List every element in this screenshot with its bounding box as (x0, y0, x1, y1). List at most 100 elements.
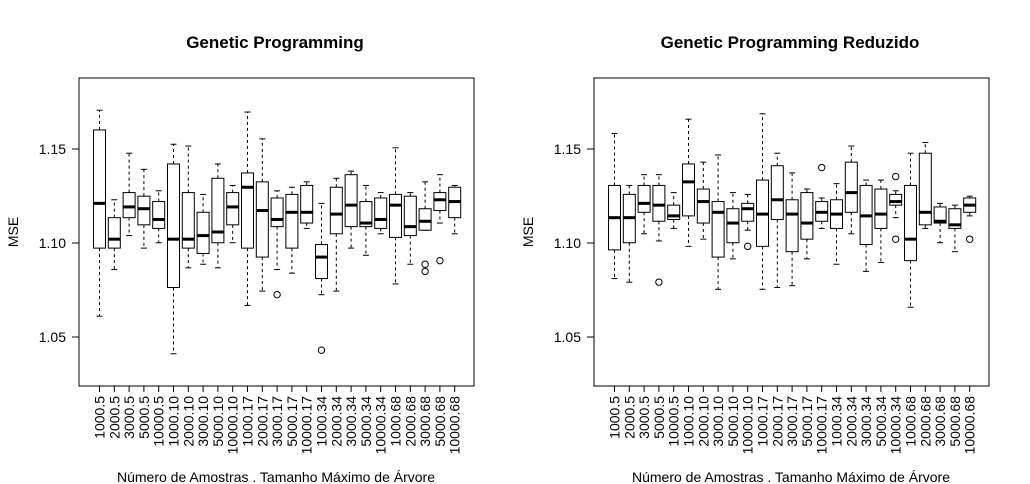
iqr-box (285, 193, 299, 249)
iqr-box (270, 197, 284, 228)
box-2000.10 (181, 145, 195, 269)
box-2000.10 (696, 161, 710, 240)
panel-genetic-programming: Genetic Programming 1.15 1.10 1.05 MSE N… (5, 33, 475, 484)
x-tick-label: 2000.68 (917, 396, 933, 447)
x-tick-label: 3000.17 (269, 396, 285, 447)
box-1000.68 (389, 147, 402, 285)
x-axis-label: Número de Amostras . Tamanho Máximo de Á… (117, 469, 435, 484)
x-tick-label: 3000.5 (636, 396, 652, 439)
x-tick-label: 3000.34 (343, 396, 359, 447)
outlier-point (317, 346, 326, 354)
iqr-box (300, 184, 314, 224)
box-2000.68 (918, 141, 932, 229)
box-5000.5 (137, 168, 151, 249)
x-tick-label: 3000.10 (710, 396, 726, 447)
box-5000.17 (800, 188, 814, 260)
iqr-box (329, 186, 343, 235)
box-5000.68 (433, 174, 447, 265)
plot-frame (78, 77, 475, 387)
x-tick-label: 2000.34 (328, 396, 344, 447)
x-tick-label: 1000.5 (607, 396, 623, 439)
box-10000.17 (815, 163, 829, 229)
box-1000.5 (93, 109, 106, 317)
iqr-box (726, 208, 740, 244)
box-10000.10 (226, 184, 240, 244)
iqr-box (682, 163, 695, 217)
iqr-box (93, 129, 106, 249)
box-3000.34 (344, 170, 358, 249)
panel-genetic-programming-reduzido: Genetic Programming Reduzido 1.15 1.10 1… (520, 33, 990, 484)
box-10000.68 (448, 184, 462, 235)
outlier-point (892, 172, 900, 181)
box-3000.34 (859, 179, 873, 272)
box-1000.10 (682, 118, 695, 247)
iqr-box (933, 206, 947, 224)
chart-title: Genetic Programming Reduzido (661, 33, 920, 52)
box-1000.17 (241, 111, 254, 306)
x-tick-label: 10000.5 (666, 396, 682, 447)
box-10000.17 (300, 181, 314, 229)
y-tick-label: 1.10 (554, 235, 581, 251)
iqr-box (652, 184, 666, 222)
iqr-box (255, 181, 269, 258)
iqr-box (181, 192, 195, 249)
box-1000.68 (904, 152, 917, 308)
x-tick-label: 1000.34 (829, 396, 845, 447)
box-10000.34 (889, 172, 903, 243)
x-tick-label: 5000.10 (725, 396, 741, 447)
x-tick-label: 3000.68 (932, 396, 948, 447)
iqr-box (374, 197, 388, 229)
iqr-box (874, 188, 888, 229)
x-tick-label: 1000.10 (166, 396, 182, 447)
y-axis: 1.15 1.10 1.05 (39, 141, 79, 345)
box-series (608, 113, 977, 308)
iqr-box (637, 184, 651, 213)
box-5000.34 (359, 184, 373, 256)
y-tick-label: 1.15 (39, 141, 66, 157)
outlier-point (273, 290, 281, 299)
x-tick-label: 5000.17 (799, 396, 815, 447)
x-tick-label: 3000.68 (417, 396, 433, 447)
x-tick-label: 10000.68 (962, 396, 978, 455)
box-3000.10 (711, 154, 725, 290)
outlier-point (421, 260, 429, 268)
box-1000.17 (756, 113, 769, 290)
y-tick-label: 1.05 (554, 329, 581, 345)
iqr-box (770, 165, 784, 220)
x-tick-label: 2000.10 (695, 396, 711, 447)
x-tick-label: 2000.34 (843, 396, 859, 447)
iqr-box (418, 208, 432, 231)
box-5000.10 (211, 163, 225, 269)
box-series (93, 109, 462, 355)
chart-title: Genetic Programming (186, 33, 364, 52)
y-axis-label: MSE (5, 217, 21, 247)
box-2000.5 (622, 184, 636, 283)
iqr-box (107, 217, 121, 249)
x-tick-label: 5000.5 (136, 396, 152, 439)
x-tick-label: 1000.34 (314, 396, 330, 447)
box-2000.17 (770, 152, 784, 289)
box-2000.34 (329, 177, 343, 292)
iqr-box (196, 211, 210, 254)
outlier-point (421, 267, 429, 276)
x-tick-label: 10000.5 (151, 396, 167, 447)
x-tick-label: 5000.34 (358, 396, 374, 447)
x-tick-label: 2000.5 (106, 396, 122, 439)
x-tick-label: 1000.17 (755, 396, 771, 447)
x-tick-label: 10000.10 (225, 396, 241, 455)
box-5000.34 (874, 179, 888, 263)
x-tick-label: 3000.5 (121, 396, 137, 439)
iqr-box (403, 195, 417, 237)
iqr-box (211, 177, 225, 244)
x-tick-label: 2000.68 (402, 396, 418, 447)
x-tick-label: 3000.34 (858, 396, 874, 447)
iqr-box (167, 163, 180, 289)
iqr-box (844, 161, 858, 213)
box-3000.10 (196, 193, 210, 265)
iqr-box (389, 193, 402, 238)
iqr-box (741, 202, 755, 222)
box-3000.5 (122, 152, 136, 237)
box-10000.5 (667, 192, 681, 229)
x-tick-label: 10000.17 (814, 396, 830, 455)
